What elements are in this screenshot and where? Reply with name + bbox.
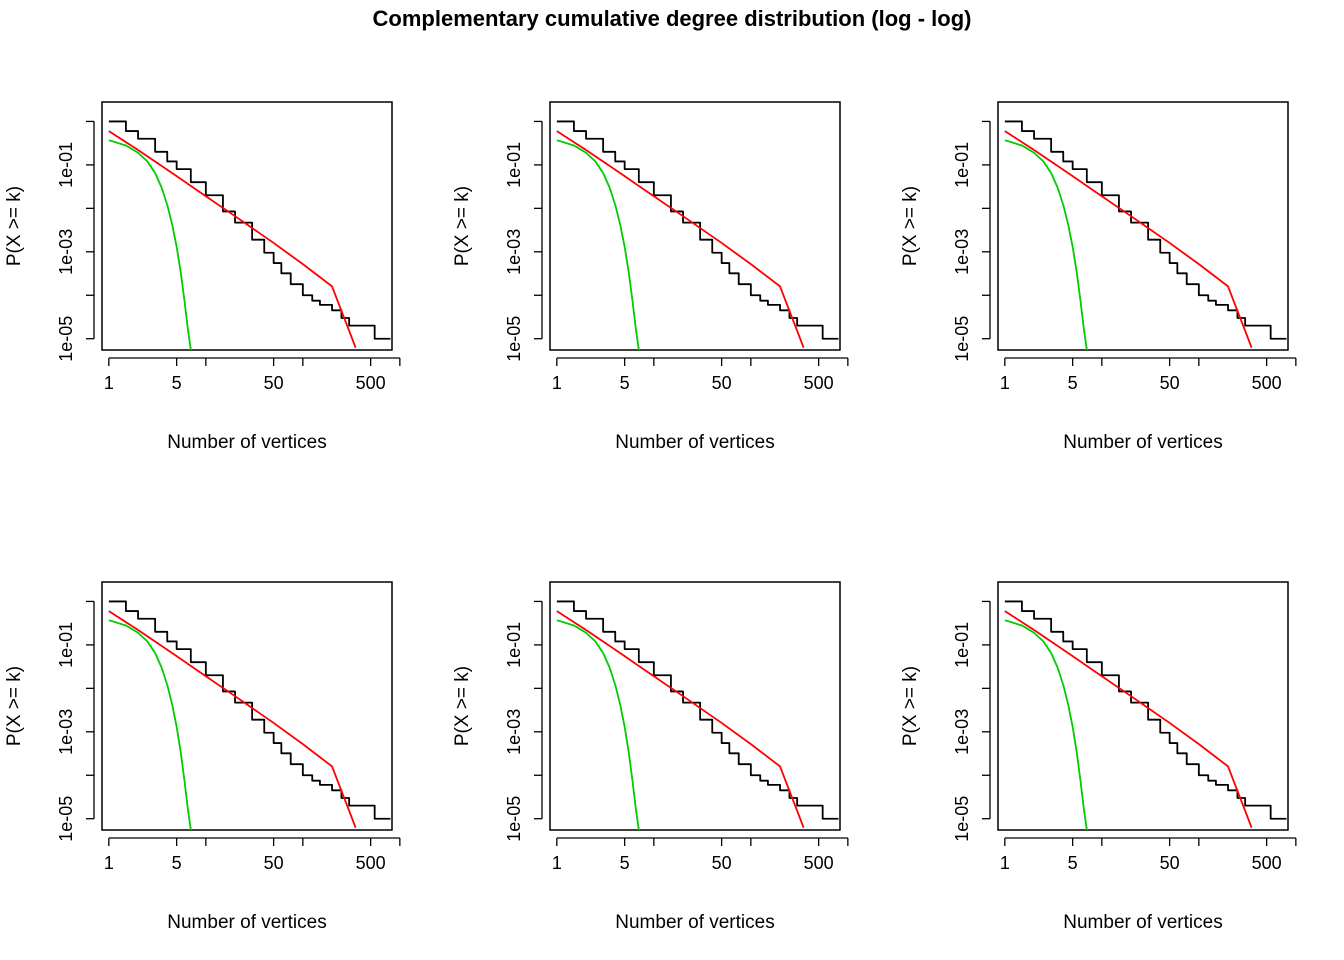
y-tick-label: 1e-05 xyxy=(56,316,76,362)
x-tick-label: 1 xyxy=(104,853,114,873)
series-line-black xyxy=(1004,600,1287,820)
x-axis-label: Number of vertices xyxy=(167,912,326,933)
x-axis-label: Number of vertices xyxy=(167,432,326,453)
series-line-red xyxy=(108,130,357,349)
y-tick-label: 1e-05 xyxy=(952,316,972,362)
y-tick-label: 1e-03 xyxy=(952,229,972,275)
plot-frame xyxy=(549,101,841,351)
series-line-green xyxy=(556,619,640,830)
y-tick-label: 1e-01 xyxy=(952,142,972,188)
series-line-black xyxy=(556,120,839,340)
x-axis-label: Number of vertices xyxy=(1063,432,1222,453)
plot-frame xyxy=(101,101,393,351)
series-line-black xyxy=(556,600,839,820)
panels-grid: 1 5 50 500 1e-01 1e-03 1e-05 Number of vertices… xyxy=(4,101,1297,933)
y-tick-label: 1e-05 xyxy=(56,796,76,842)
series-group xyxy=(1004,120,1287,350)
series-line-red xyxy=(1004,130,1253,349)
plot-frame xyxy=(101,581,393,831)
y-tick-label: 1e-05 xyxy=(504,316,524,362)
x-tick-label: 5 xyxy=(620,373,630,393)
y-tick-label: 1e-01 xyxy=(56,142,76,188)
x-tick-label: 1 xyxy=(1000,373,1010,393)
series-line-red xyxy=(108,610,357,829)
series-line-green xyxy=(1004,619,1088,830)
x-tick-label: 5 xyxy=(172,373,182,393)
y-axis-label: P(X >= k) xyxy=(4,186,25,266)
x-axis-label: Number of vertices xyxy=(615,432,774,453)
plot-frame xyxy=(997,101,1289,351)
plot-frame xyxy=(549,581,841,831)
y-axis-label: P(X >= k) xyxy=(900,186,921,266)
series-line-green xyxy=(108,619,192,830)
panel-4: 1 5 50 500 1e-01 1e-03 1e-05 Number of vertices… xyxy=(4,581,401,933)
y-tick-label: 1e-03 xyxy=(952,709,972,755)
x-tick-label: 1 xyxy=(552,853,562,873)
plot-frame xyxy=(997,581,1289,831)
figure-title: Complementary cumulative degree distribu… xyxy=(373,6,972,31)
x-tick-label: 1 xyxy=(552,373,562,393)
panel-1: 1 5 50 500 1e-01 1e-03 1e-05 Number of vertices… xyxy=(4,101,401,453)
y-tick-label: 1e-05 xyxy=(504,796,524,842)
y-tick-label: 1e-03 xyxy=(504,229,524,275)
x-axis-label: Number of vertices xyxy=(1063,912,1222,933)
y-axis-label: P(X >= k) xyxy=(452,186,473,266)
series-line-black xyxy=(1004,120,1287,340)
y-tick-label: 1e-03 xyxy=(504,709,524,755)
x-tick-label: 5 xyxy=(1068,853,1078,873)
series-group xyxy=(556,120,839,350)
series-line-red xyxy=(1004,610,1253,829)
y-axis-label: P(X >= k) xyxy=(4,666,25,746)
series-line-green xyxy=(556,139,640,350)
x-tick-label: 1 xyxy=(104,373,114,393)
x-tick-label: 50 xyxy=(264,853,284,873)
x-tick-label: 50 xyxy=(1160,853,1180,873)
panel-3: 1 5 50 500 1e-01 1e-03 1e-05 Number of vertices… xyxy=(900,101,1297,453)
series-group xyxy=(108,600,391,830)
panel-6: 1 5 50 500 1e-01 1e-03 1e-05 Number of vertices… xyxy=(900,581,1297,933)
series-line-red xyxy=(556,610,805,829)
x-tick-label: 5 xyxy=(1068,373,1078,393)
x-tick-label: 500 xyxy=(1252,373,1282,393)
y-tick-label: 1e-03 xyxy=(56,709,76,755)
y-axis-label: P(X >= k) xyxy=(452,666,473,746)
y-tick-label: 1e-05 xyxy=(952,796,972,842)
series-group xyxy=(556,600,839,830)
series-group xyxy=(1004,600,1287,830)
x-tick-label: 5 xyxy=(620,853,630,873)
x-tick-label: 500 xyxy=(356,853,386,873)
x-tick-label: 500 xyxy=(1252,853,1282,873)
y-tick-label: 1e-01 xyxy=(56,622,76,668)
series-line-black xyxy=(108,600,391,820)
x-tick-label: 500 xyxy=(356,373,386,393)
panel-2: 1 5 50 500 1e-01 1e-03 1e-05 Number of vertices… xyxy=(452,101,849,453)
x-tick-label: 50 xyxy=(712,373,732,393)
series-group xyxy=(108,120,391,350)
x-tick-label: 500 xyxy=(804,373,834,393)
series-line-green xyxy=(1004,139,1088,350)
series-line-red xyxy=(556,130,805,349)
y-axis-label: P(X >= k) xyxy=(900,666,921,746)
y-tick-label: 1e-01 xyxy=(504,142,524,188)
y-tick-label: 1e-01 xyxy=(504,622,524,668)
x-tick-label: 50 xyxy=(712,853,732,873)
series-line-green xyxy=(108,139,192,350)
x-tick-label: 1 xyxy=(1000,853,1010,873)
x-tick-label: 50 xyxy=(1160,373,1180,393)
y-tick-label: 1e-01 xyxy=(952,622,972,668)
series-line-black xyxy=(108,120,391,340)
x-tick-label: 500 xyxy=(804,853,834,873)
panel-5: 1 5 50 500 1e-01 1e-03 1e-05 Number of vertices… xyxy=(452,581,849,933)
y-tick-label: 1e-03 xyxy=(56,229,76,275)
x-tick-label: 5 xyxy=(172,853,182,873)
x-tick-label: 50 xyxy=(264,373,284,393)
x-axis-label: Number of vertices xyxy=(615,912,774,933)
